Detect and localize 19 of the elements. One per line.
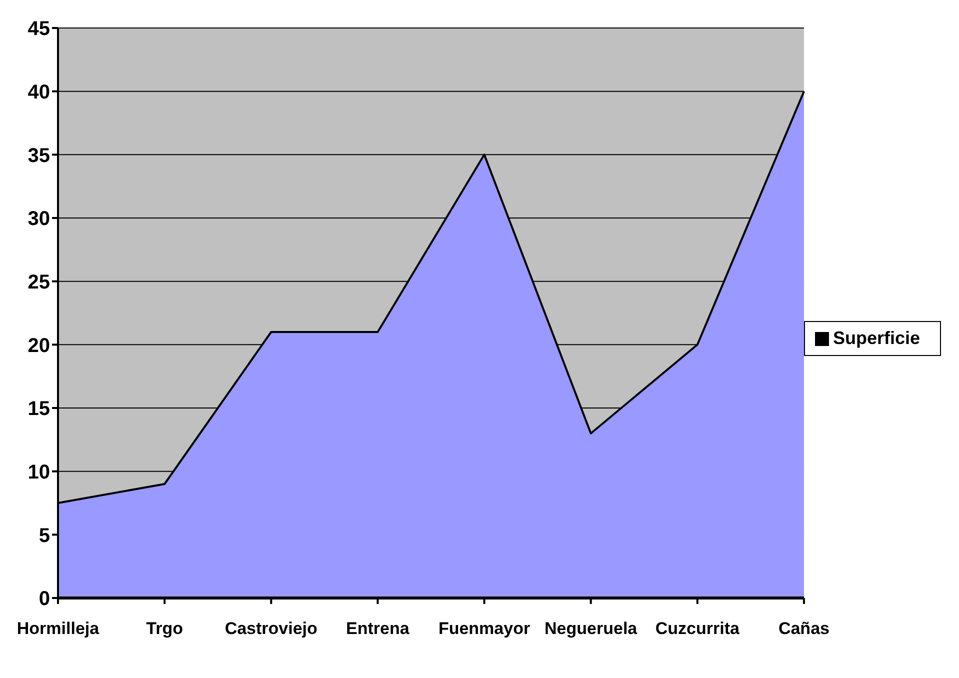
x-tick-label: Hormilleja xyxy=(16,619,100,638)
y-tick-label: 20 xyxy=(28,334,50,357)
x-tick-label: Cuzcurrita xyxy=(655,619,740,638)
y-tick-label: 5 xyxy=(38,524,50,547)
x-tick-label: Castroviejo xyxy=(224,619,318,638)
y-tick-label: 10 xyxy=(28,461,50,484)
legend-label: Superficie xyxy=(832,328,920,348)
x-tick-label: Fuenmayor xyxy=(438,619,530,638)
x-tick-label: Negueruela xyxy=(544,619,638,638)
y-tick-label: 15 xyxy=(28,398,50,420)
y-tick-label: 35 xyxy=(28,144,50,167)
y-tick-label: 40 xyxy=(28,81,50,104)
y-tick-label: 30 xyxy=(28,208,50,230)
x-tick-label: Trgo xyxy=(146,619,183,638)
x-tick-label: Entrena xyxy=(346,619,410,638)
y-tick-label: 25 xyxy=(28,271,50,294)
y-tick-label: 45 xyxy=(28,18,50,40)
y-tick-label: 0 xyxy=(38,588,50,610)
x-tick-label: Cañas xyxy=(778,619,830,638)
